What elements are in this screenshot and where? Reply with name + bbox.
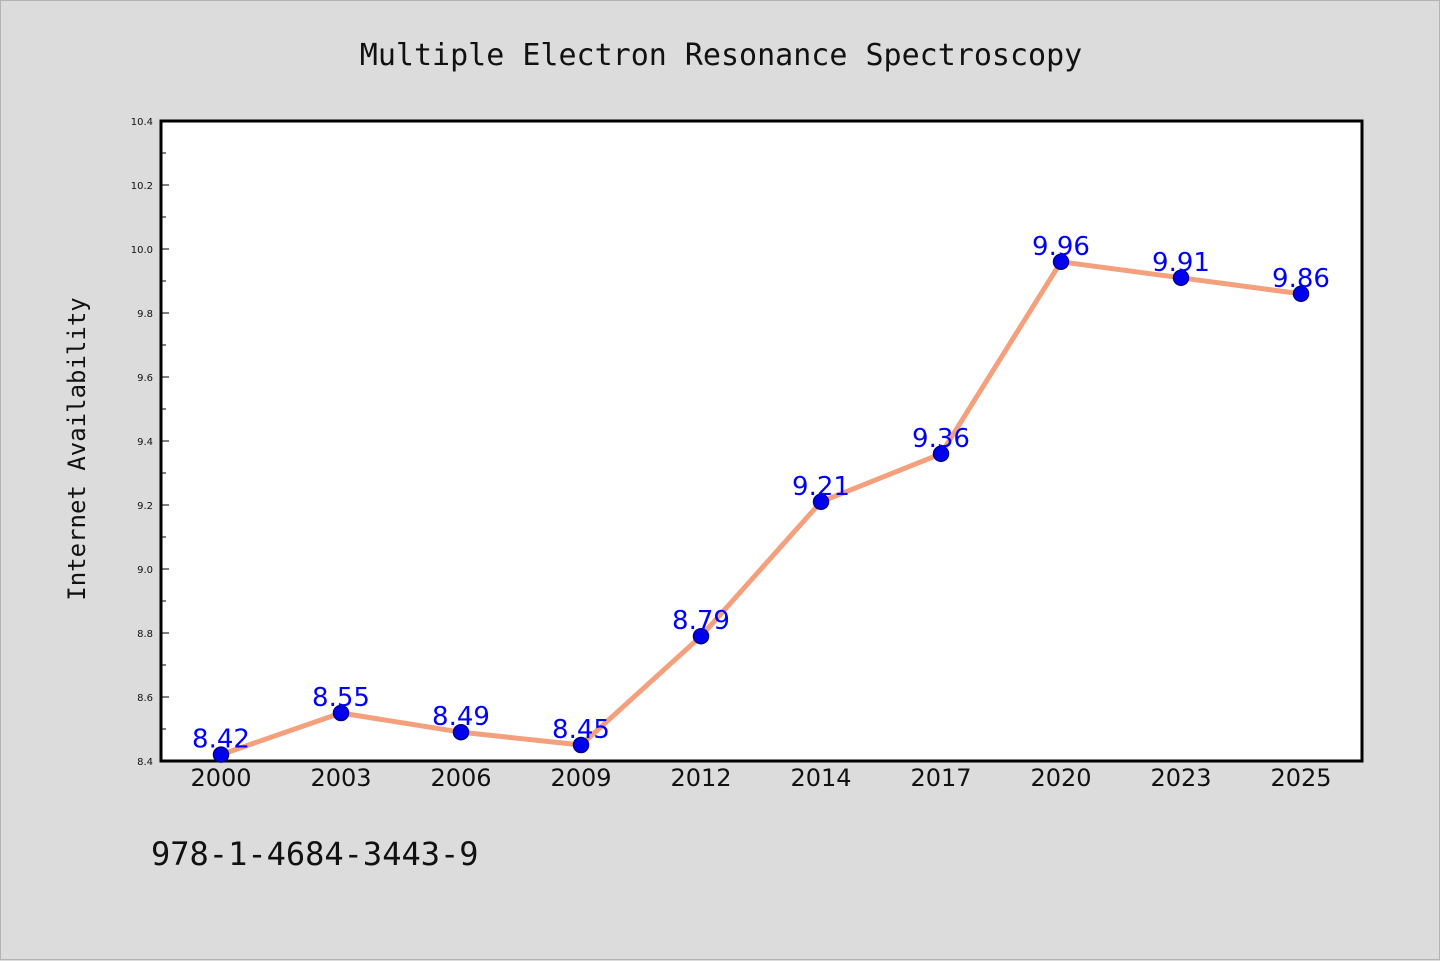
y-axis-label: Internet Availability	[63, 297, 91, 600]
y-tick-label: 9.0	[137, 565, 153, 576]
series-line	[218, 259, 1304, 758]
x-tick-label: 2023	[1150, 764, 1211, 792]
y-tick-label: 10.0	[131, 245, 153, 256]
data-label: 9.86	[1272, 264, 1330, 294]
data-label-layer: 8.42 8.55 8.49 8.45 8.79 9.21 9.36 9.96 9.91 9.86	[192, 232, 1330, 755]
x-tick-label: 2020	[1030, 764, 1091, 792]
y-tick-label: 9.6	[137, 373, 153, 384]
data-label: 8.42	[192, 725, 250, 755]
data-label: 9.36	[912, 424, 970, 454]
y-tick-label: 8.8	[137, 629, 153, 640]
data-label: 8.49	[432, 702, 490, 732]
data-label: 9.21	[792, 472, 850, 502]
x-tick-label: 2014	[790, 764, 851, 792]
data-point-marker	[212, 746, 230, 763]
x-tick-label: 2009	[550, 764, 611, 792]
data-point-marker	[932, 445, 950, 463]
y-tick-label: 8.4	[137, 757, 153, 768]
data-label: 9.91	[1152, 248, 1210, 278]
x-tick-label: 2017	[910, 764, 971, 792]
isbn-footnote: 978-1-4684-3443-9	[151, 835, 479, 873]
y-tick-label: 9.8	[137, 309, 153, 320]
data-point-marker	[332, 704, 350, 722]
y-tick-label: 8.6	[137, 693, 153, 704]
series-line-layer	[218, 259, 1304, 758]
x-tick-label: 2025	[1270, 764, 1331, 792]
data-point-marker	[1172, 269, 1190, 287]
data-label: 8.79	[672, 606, 730, 636]
y-axis: 8.4 8.6 8.8 9.0 9.2 9.4 9.6 9.8 10.0 10.2 10.4	[131, 117, 169, 768]
data-point-marker	[692, 627, 710, 645]
plot-area	[159, 119, 1364, 763]
data-label: 9.96	[1032, 232, 1090, 262]
data-point-marker	[572, 736, 590, 754]
x-axis: 2000 2003 2006 2009 2012 2014 2017 2020 2023 2025	[190, 764, 1331, 792]
x-tick-label: 2006	[430, 764, 491, 792]
data-point-marker	[1052, 253, 1070, 271]
marker-layer	[212, 253, 1310, 763]
data-point-marker	[812, 493, 830, 511]
x-tick-label: 2012	[670, 764, 731, 792]
y-tick-label: 10.4	[131, 117, 153, 128]
y-tick-label: 9.2	[137, 501, 153, 512]
y-tick-label: 10.2	[131, 181, 153, 192]
chart-title: Multiple Electron Resonance Spectroscopy	[360, 38, 1082, 73]
x-tick-label: 2000	[190, 764, 251, 792]
y-tick-label: 9.4	[137, 437, 153, 448]
data-point-marker	[452, 723, 470, 741]
data-point-marker	[1292, 285, 1310, 303]
data-label: 8.45	[552, 715, 610, 745]
x-tick-label: 2003	[310, 764, 371, 792]
data-label: 8.55	[312, 683, 370, 713]
